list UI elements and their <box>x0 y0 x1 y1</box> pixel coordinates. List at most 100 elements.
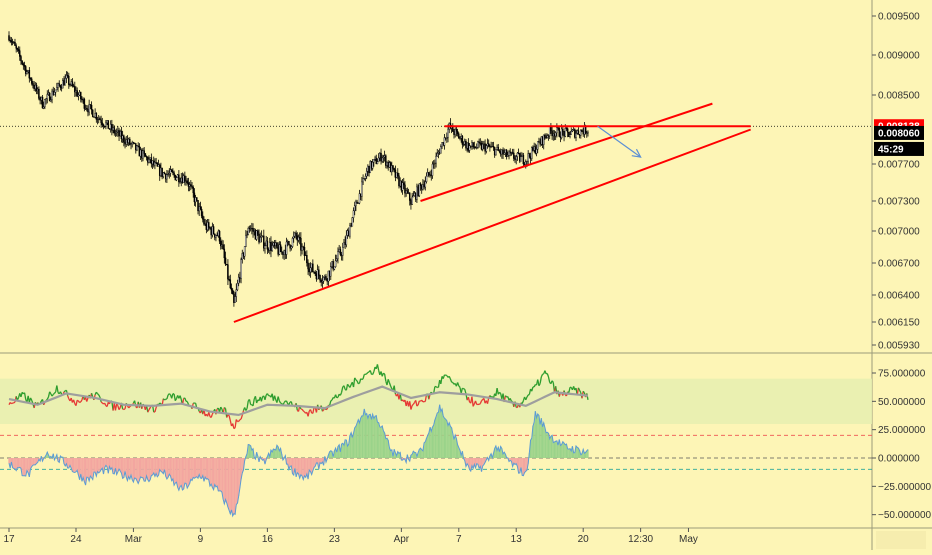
histogram-bar <box>148 458 149 482</box>
histogram-bar <box>536 418 537 458</box>
candle-body <box>32 83 33 85</box>
candle-body <box>233 294 234 303</box>
histogram-bar <box>364 409 365 458</box>
candle-body <box>211 228 212 235</box>
candles-group <box>8 31 588 307</box>
histogram-bar <box>275 450 276 458</box>
candle-body <box>389 163 390 168</box>
histogram-bar <box>183 458 184 489</box>
candle-body <box>430 175 431 176</box>
histogram-bar <box>333 457 334 458</box>
histogram-bar <box>138 458 139 483</box>
candle-body <box>296 233 297 236</box>
candle-body <box>231 288 232 290</box>
candle-body <box>573 129 574 130</box>
candle-body <box>396 173 397 178</box>
histogram-bar <box>24 458 25 476</box>
histogram-bar <box>546 433 547 458</box>
candle-body <box>245 235 246 246</box>
candle-body <box>178 175 179 182</box>
oscillator-line-segment <box>54 392 55 393</box>
candle-body <box>498 147 499 150</box>
candle-body <box>208 222 209 227</box>
histogram-bar <box>382 426 383 458</box>
histogram-bar <box>230 458 231 514</box>
candle-body <box>263 236 264 248</box>
histogram-bar <box>531 438 532 458</box>
candle-body <box>242 253 243 259</box>
candle-body <box>160 168 161 176</box>
histogram-bar <box>26 458 27 471</box>
histogram-bar <box>359 423 360 458</box>
histogram-bar <box>197 458 198 478</box>
candle-body <box>402 183 403 191</box>
histogram-bar <box>290 458 291 466</box>
candle-body <box>272 245 273 250</box>
candle-body <box>257 231 258 235</box>
candle-body <box>14 42 15 45</box>
candle-body <box>84 99 85 108</box>
histogram-bar <box>450 426 451 458</box>
candle-body <box>433 164 434 165</box>
histogram-bar <box>105 458 106 465</box>
candle-body <box>347 231 348 236</box>
candle-body <box>24 65 25 66</box>
candle-body <box>427 172 428 176</box>
histogram-bar <box>135 458 136 478</box>
candle-body <box>555 133 556 136</box>
oscillator-tick-label: 75.000000 <box>878 369 926 380</box>
candle-body <box>321 280 322 282</box>
candle-body <box>323 277 324 281</box>
histogram-bar <box>84 458 85 482</box>
candle-body <box>113 128 114 131</box>
histogram-bar <box>549 439 550 458</box>
histogram-bar <box>431 431 432 458</box>
candle-body <box>383 157 384 158</box>
candle-body <box>103 125 104 126</box>
candle-body <box>540 142 541 144</box>
histogram-bar <box>128 458 129 476</box>
histogram-bar <box>347 446 348 458</box>
candle-body <box>312 264 313 272</box>
candle-body <box>470 146 471 147</box>
histogram-bar <box>217 458 218 486</box>
candle-body <box>256 231 257 240</box>
oscillator-line-segment <box>370 370 371 374</box>
histogram-bar <box>87 458 88 477</box>
histogram-bar <box>251 450 252 458</box>
candle-body <box>139 146 140 156</box>
candle-body <box>187 181 188 183</box>
histogram-bar <box>214 458 215 485</box>
candle-body <box>46 99 47 100</box>
price-tick-label: 0.007300 <box>878 197 920 208</box>
histogram-bar <box>303 458 304 480</box>
histogram-bar <box>477 458 478 464</box>
candle-body <box>190 185 191 186</box>
price-tick-label: 0.007700 <box>878 160 920 171</box>
candle-body <box>150 158 151 160</box>
histogram-bar <box>340 452 341 458</box>
candle-body <box>444 138 445 146</box>
price-tick-label: 0.006700 <box>878 259 920 270</box>
candle-body <box>87 109 88 112</box>
candle-body <box>126 140 127 145</box>
candle-body <box>464 141 465 144</box>
histogram-bar <box>213 458 214 490</box>
histogram-bar <box>361 416 362 458</box>
candle-body <box>287 241 288 242</box>
histogram-bar <box>553 443 554 458</box>
candle-body <box>221 245 222 246</box>
candle-body <box>23 64 24 66</box>
candle-body <box>561 129 562 138</box>
histogram-bar <box>557 445 558 458</box>
histogram-bar <box>385 439 386 458</box>
oscillator-line-segment <box>233 424 234 429</box>
candle-body <box>56 87 57 90</box>
histogram-bar <box>168 458 169 477</box>
candle-body <box>68 76 69 84</box>
candle-body <box>508 152 509 155</box>
candle-body <box>331 261 332 266</box>
histogram-bar <box>561 445 562 458</box>
